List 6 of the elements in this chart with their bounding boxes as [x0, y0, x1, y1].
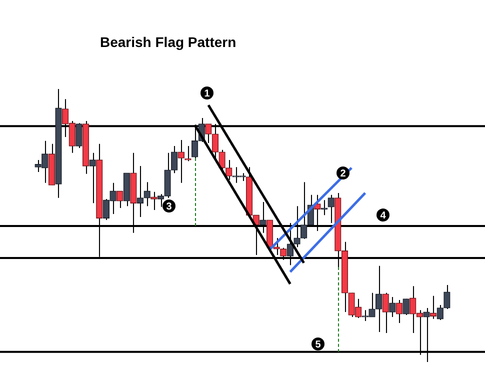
annotation: 2 — [340, 168, 346, 180]
annotation: 1 — [204, 88, 210, 100]
chart-title: Bearish Flag Pattern — [100, 34, 236, 50]
annotation: 3 — [166, 201, 172, 212]
annotation: 5 — [315, 339, 322, 350]
annotation: 4 — [380, 210, 386, 222]
